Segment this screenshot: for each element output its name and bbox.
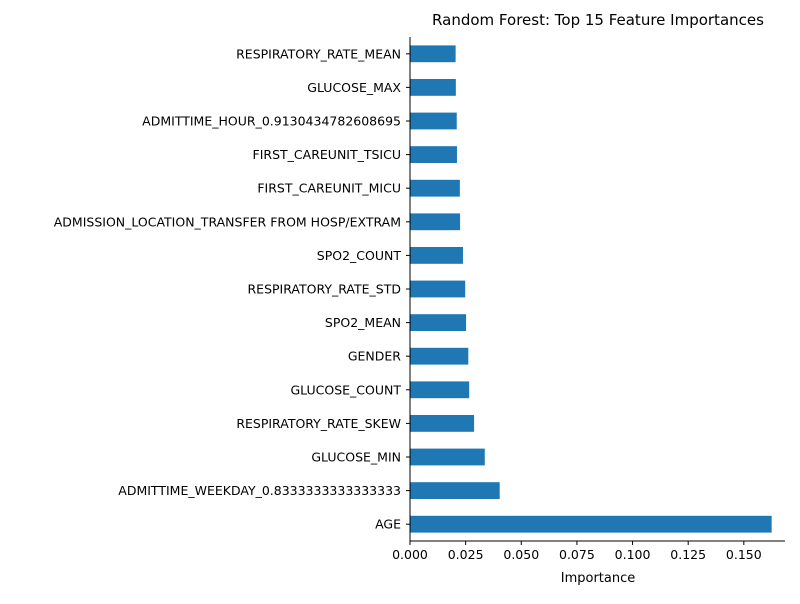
bar [410,280,466,298]
bar [410,146,457,163]
y-tick-label: FIRST_CAREUNIT_TSICU [253,147,401,162]
bar [410,45,456,63]
y-tick-label: ADMITTIME_WEEKDAY_0.8333333333333333 [118,483,401,498]
bar [410,448,485,466]
bar [410,179,460,197]
y-tick-labels: RESPIRATORY_RATE_MEAN GLUCOSE_MAX ADMITTIM… [54,46,410,532]
x-tick-label: 0.125 [670,547,706,562]
bar [410,247,463,264]
bar [410,79,456,96]
x-tick-labels: 0.000 0.025 0.050 0.075 0.100 0.125 0.150 [392,541,762,562]
y-tick-label: ADMISSION_LOCATION_TRANSFER FROM HOSP/EX… [54,214,401,229]
y-tick-label: ADMITTIME_HOUR_0.9130434782608695 [142,114,401,129]
y-tick-label: AGE [375,517,401,532]
x-tick-label: 0.000 [392,547,428,562]
bar [410,112,457,130]
bar [410,314,467,331]
y-tick-label: GLUCOSE_MIN [311,450,401,465]
y-tick-label: FIRST_CAREUNIT_MICU [257,181,401,196]
bar [410,347,469,365]
y-tick-label: RESPIRATORY_RATE_MEAN [236,46,401,61]
bar [410,381,470,399]
y-tick-label: GLUCOSE_MAX [307,80,401,95]
x-tick-label: 0.150 [726,547,762,562]
y-tick-label: GENDER [348,349,401,364]
bar [410,213,461,231]
y-tick-label: RESPIRATORY_RATE_SKEW [236,416,401,431]
x-tick-label: 0.075 [559,547,595,562]
x-tick-label: 0.025 [448,547,484,562]
bar [410,482,500,499]
x-tick-label: 0.100 [615,547,651,562]
bar [410,415,475,432]
y-tick-label: SPO2_COUNT [317,248,402,263]
x-axis-label: Importance [561,571,636,586]
chart-title: Random Forest: Top 15 Feature Importance… [432,11,764,29]
y-tick-label: GLUCOSE_COUNT [290,382,401,397]
bars-group [410,45,772,533]
x-tick-label: 0.050 [503,547,539,562]
bar [410,515,772,533]
y-tick-label: RESPIRATORY_RATE_STD [248,282,402,297]
y-tick-label: SPO2_MEAN [325,315,401,330]
